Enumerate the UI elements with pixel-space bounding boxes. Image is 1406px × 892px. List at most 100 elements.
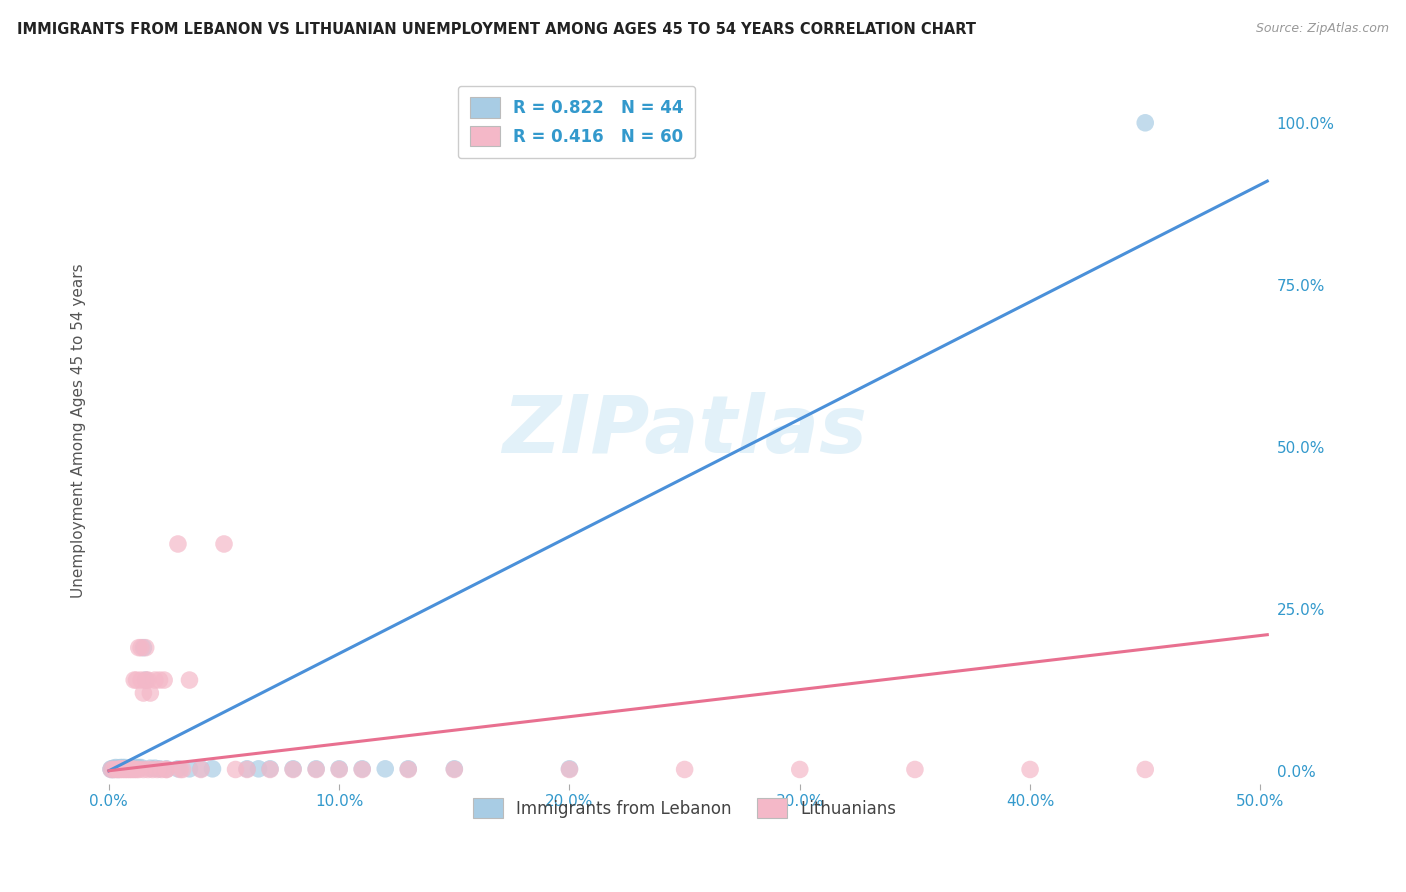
Point (122, 763, 145, 777)
Point (129, 673, 152, 687)
Point (111, 760, 134, 774)
Point (673, 763, 696, 777)
Point (110, 762, 132, 776)
Point (904, 763, 927, 777)
Point (1019, 763, 1042, 777)
Point (167, 762, 190, 776)
Point (305, 762, 328, 776)
Point (155, 763, 177, 777)
Point (789, 763, 811, 777)
Point (139, 686, 162, 700)
Point (236, 762, 259, 776)
Point (111, 762, 134, 776)
Text: ZIPatlas: ZIPatlas (502, 392, 868, 469)
Point (190, 762, 212, 776)
Point (125, 673, 148, 687)
Point (305, 763, 328, 777)
Point (114, 763, 136, 777)
Point (122, 673, 145, 687)
Point (107, 763, 129, 777)
Point (259, 763, 281, 777)
Point (352, 763, 374, 777)
Point (104, 760, 127, 774)
Point (148, 673, 170, 687)
Point (167, 537, 190, 551)
Point (117, 762, 139, 776)
Point (117, 762, 139, 776)
Point (148, 762, 170, 776)
Point (103, 763, 125, 777)
Point (443, 762, 465, 776)
Point (121, 760, 143, 774)
Point (100, 763, 122, 777)
Point (155, 763, 177, 777)
Point (143, 673, 166, 687)
Point (136, 763, 159, 777)
Point (118, 763, 141, 777)
Point (114, 760, 136, 774)
Point (121, 763, 143, 777)
Legend: Immigrants from Lebanon, Lithuanians: Immigrants from Lebanon, Lithuanians (467, 791, 903, 825)
Point (107, 763, 129, 777)
Text: Source: ZipAtlas.com: Source: ZipAtlas.com (1256, 22, 1389, 36)
Point (111, 763, 134, 777)
Point (212, 537, 235, 551)
Point (179, 762, 201, 776)
Point (236, 763, 259, 777)
Point (114, 762, 136, 776)
Point (125, 763, 148, 777)
Point (128, 760, 150, 774)
Point (139, 761, 162, 775)
Point (443, 763, 465, 777)
Point (396, 762, 419, 776)
Point (281, 762, 304, 776)
Point (111, 762, 134, 776)
Point (225, 763, 247, 777)
Point (374, 762, 396, 776)
Text: IMMIGRANTS FROM LEBANON VS LITHUANIAN UNEMPLOYMENT AMONG AGES 45 TO 54 YEARS COR: IMMIGRANTS FROM LEBANON VS LITHUANIAN UN… (17, 22, 976, 37)
Point (169, 763, 191, 777)
Point (142, 763, 165, 777)
Point (247, 762, 270, 776)
Point (153, 673, 176, 687)
Point (558, 763, 581, 777)
Point (118, 762, 141, 776)
Point (117, 763, 139, 777)
Point (259, 762, 281, 776)
Point (114, 762, 136, 776)
Point (121, 762, 143, 776)
Point (110, 762, 132, 776)
Point (328, 762, 350, 776)
Point (135, 673, 157, 687)
Point (100, 762, 122, 776)
Point (128, 763, 150, 777)
Point (132, 686, 155, 700)
Point (179, 673, 201, 687)
Point (172, 763, 194, 777)
Point (103, 761, 125, 775)
Point (125, 760, 148, 774)
Point (136, 673, 159, 687)
Point (201, 762, 224, 776)
Point (132, 763, 155, 777)
Point (128, 640, 150, 655)
Point (1135, 763, 1157, 777)
Point (143, 761, 166, 775)
Point (110, 760, 132, 774)
Point (150, 763, 173, 777)
Point (328, 763, 350, 777)
Point (118, 762, 141, 776)
Point (104, 762, 127, 776)
Point (110, 763, 132, 777)
Point (135, 673, 157, 687)
Point (100, 763, 122, 777)
Y-axis label: Unemployment Among Ages 45 to 54 years: Unemployment Among Ages 45 to 54 years (72, 263, 86, 598)
Point (190, 763, 212, 777)
Point (129, 640, 152, 655)
Point (1135, 116, 1157, 130)
Point (121, 761, 143, 775)
Point (135, 640, 157, 655)
Point (281, 763, 304, 777)
Point (103, 763, 125, 777)
Point (396, 763, 419, 777)
